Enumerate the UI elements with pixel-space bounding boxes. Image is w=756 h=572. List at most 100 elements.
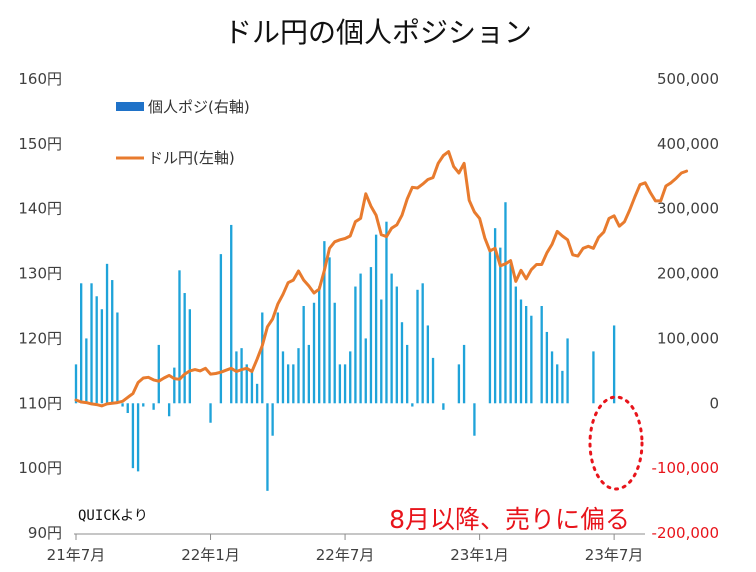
position-bar (302, 306, 305, 404)
position-bar (121, 403, 124, 407)
left-tick-label: 130円 (18, 265, 62, 283)
x-tick-label: 23年1月 (450, 546, 509, 564)
left-tick-label: 160円 (18, 70, 62, 88)
position-bar (349, 351, 352, 404)
position-bar (545, 331, 549, 404)
position-bar (385, 221, 388, 404)
position-bar (499, 247, 502, 404)
position-bar (369, 267, 373, 404)
position-bar (374, 234, 378, 404)
position-bar (323, 241, 326, 404)
position-bar (183, 293, 186, 404)
position-bar (116, 312, 119, 404)
position-bars (74, 202, 616, 491)
position-bar (281, 351, 285, 404)
legend-swatch-bar (116, 102, 144, 111)
position-bar (431, 357, 435, 404)
right-tick-label: 100,000 (657, 329, 719, 347)
x-tick-label: 23年7月 (585, 546, 644, 564)
left-axis: 90円 100円 110円 120円 130円 140円 150円 160円 (18, 70, 62, 542)
position-bar (426, 325, 430, 404)
right-axis: -200,000 -100,000 0 100,000 200,000 300,000 40… (652, 70, 719, 542)
right-tick-label: 300,000 (657, 200, 719, 218)
usdjpy-line (74, 150, 689, 408)
right-tick-label: 200,000 (657, 265, 719, 283)
position-bar (74, 364, 78, 404)
position-bar (188, 309, 191, 404)
position-bar (514, 286, 517, 404)
position-bar (85, 338, 88, 404)
position-bar (556, 364, 559, 404)
position-bar (493, 228, 497, 404)
annotation-text: 8月以降、売りに偏る (389, 505, 630, 534)
position-bar (525, 306, 528, 404)
position-bar (235, 351, 238, 404)
position-bar (126, 403, 129, 414)
legend: 個人ポジ(右軸) ドル円(左軸) (116, 98, 250, 167)
left-tick-label: 150円 (18, 135, 62, 153)
position-bar (167, 403, 171, 417)
position-bar (152, 403, 155, 410)
position-bar (338, 364, 342, 404)
position-bar (411, 403, 414, 407)
position-bar (111, 280, 114, 404)
position-bar (312, 302, 316, 404)
right-tick-label: 500,000 (657, 70, 719, 88)
position-bar (219, 254, 223, 404)
position-bar (328, 257, 331, 404)
position-bar (95, 296, 98, 404)
position-bar (250, 370, 254, 404)
position-bar (504, 202, 507, 404)
position-bar (297, 348, 300, 404)
position-bar (530, 315, 533, 404)
position-bar (136, 403, 140, 472)
left-tick-label: 110円 (18, 394, 62, 412)
position-bar (566, 338, 569, 404)
right-tick-label: 0 (709, 394, 719, 412)
position-bar (286, 364, 290, 404)
position-bar (80, 283, 83, 404)
source-note: QUICKより (78, 508, 148, 524)
right-tick-label: 400,000 (657, 135, 719, 153)
x-tick-label: 21年7月 (47, 546, 106, 564)
position-bar (255, 383, 259, 404)
left-tick-label: 140円 (18, 200, 62, 218)
position-bar (592, 351, 595, 404)
x-axis: 21年7月 22年1月 22年7月 23年1月 23年7月 (47, 534, 644, 564)
position-bar (354, 286, 357, 404)
legend-label-bar: 個人ポジ(右軸) (148, 98, 250, 116)
position-bar (318, 286, 321, 404)
position-bar (462, 344, 466, 404)
position-bar (100, 309, 104, 404)
position-bar (390, 273, 393, 404)
position-bar (266, 403, 269, 491)
position-bar (142, 403, 145, 407)
x-tick-label: 22年7月 (316, 546, 375, 564)
position-bar (442, 403, 445, 410)
position-bar (509, 263, 512, 404)
position-bar (380, 299, 383, 404)
position-bar (173, 367, 176, 404)
position-bar (261, 312, 264, 404)
position-bar (271, 403, 274, 436)
annotation-circle (588, 395, 644, 491)
position-bar (416, 289, 419, 404)
position-bar (457, 364, 461, 404)
position-bar (245, 364, 248, 404)
position-bar (400, 322, 404, 404)
position-bar (612, 325, 616, 404)
left-tick-label: 120円 (18, 329, 62, 347)
position-bar (359, 273, 362, 404)
position-bar (178, 270, 181, 404)
position-bar (343, 364, 347, 404)
position-bar (90, 283, 93, 404)
position-bar (405, 344, 409, 404)
position-bar (333, 302, 336, 404)
position-bar (131, 403, 135, 469)
position-bar (230, 224, 233, 404)
chart-title: ドル円の個人ポジション (224, 16, 532, 49)
x-tick-label: 22年1月 (181, 546, 240, 564)
right-tick-label: -100,000 (652, 459, 719, 477)
left-tick-label: 90円 (28, 524, 62, 542)
